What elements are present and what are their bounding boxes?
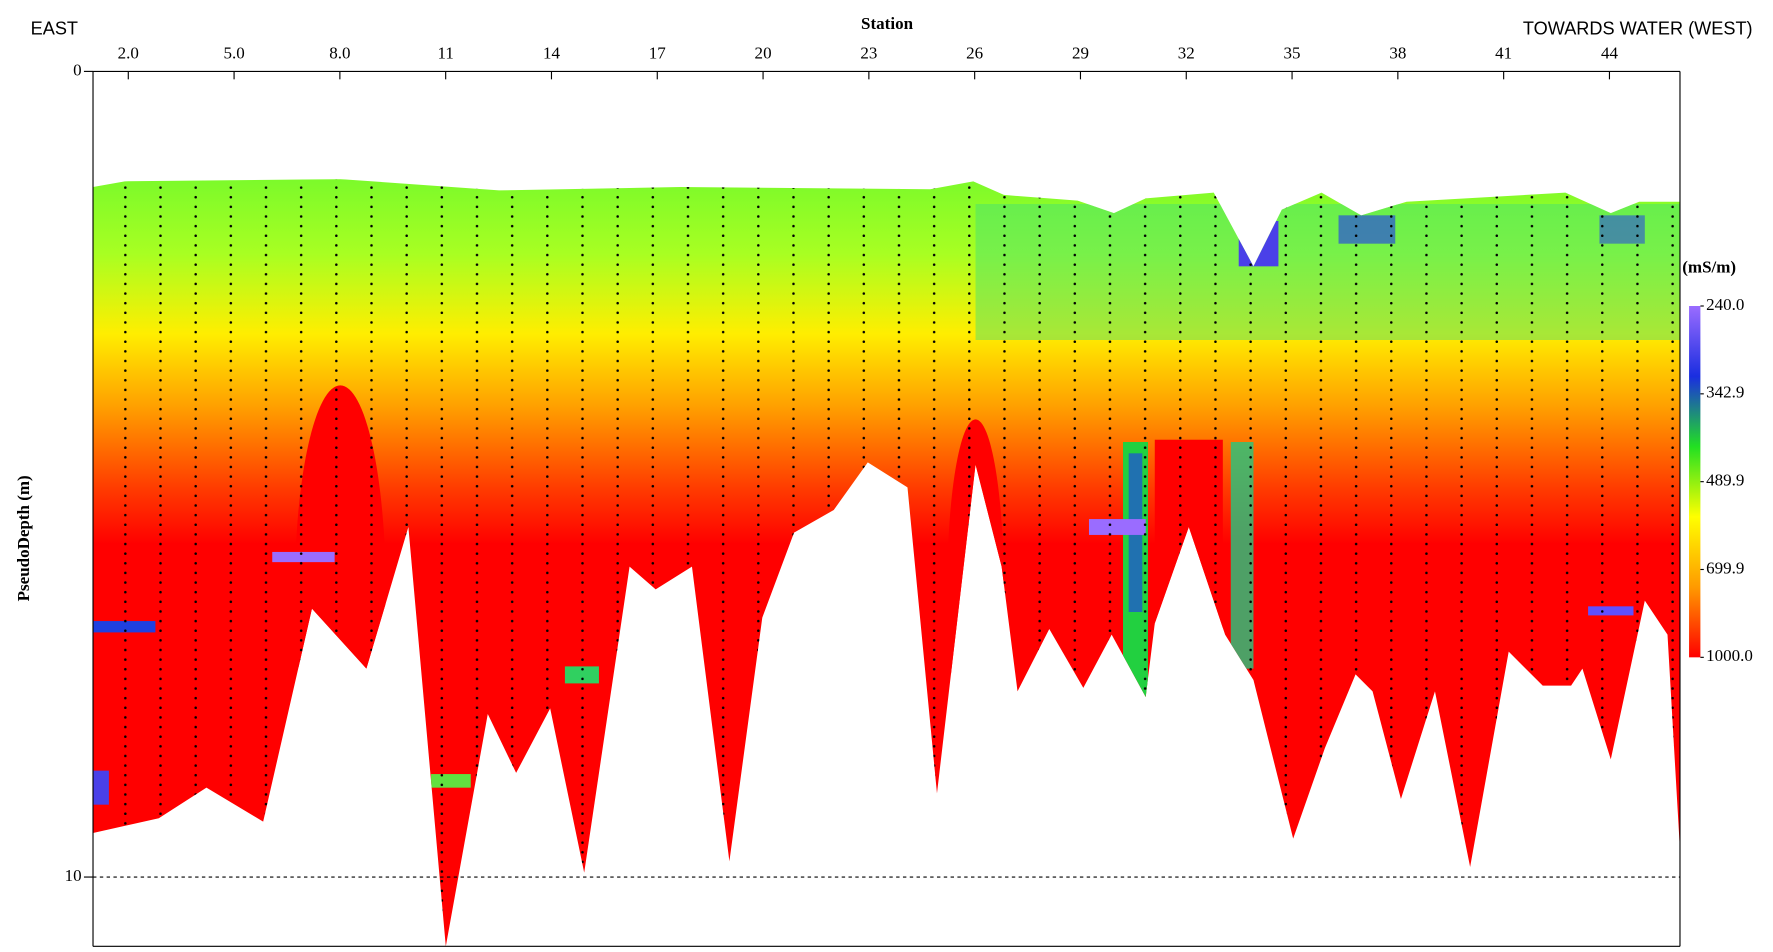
x-tick-label: 23 [860, 43, 877, 62]
x-tick-label: 44 [1601, 43, 1619, 62]
x-tick-label: 17 [649, 43, 667, 62]
x-tick-label: 35 [1284, 43, 1301, 62]
x-tick-label: 41 [1495, 43, 1512, 62]
colorbar-tick-label: 342.9 [1706, 383, 1744, 402]
colorbar-tick-label: 489.9 [1706, 471, 1744, 490]
right-heading: TOWARDS WATER (WEST) [1523, 18, 1753, 38]
left-heading: EAST [31, 18, 78, 38]
pseudosection [93, 179, 1680, 947]
y-tick-label: 10 [65, 866, 82, 885]
x-tick-label: 29 [1072, 43, 1089, 62]
colorbar [1689, 306, 1701, 658]
colorbar-tick-label: 699.9 [1706, 558, 1744, 577]
x-tick-label: 26 [966, 43, 983, 62]
x-tick-label: 5.0 [223, 43, 244, 62]
x-axis-title: Station [861, 14, 914, 33]
x-tick-label: 32 [1178, 43, 1195, 62]
x-tick-label: 14 [543, 43, 561, 62]
y-axis-title: PseudoDepth (m) [14, 475, 33, 601]
colorbar-tick-label: 1000.0 [1706, 646, 1753, 665]
x-tick-label: 8.0 [329, 43, 350, 62]
colorbar-title: (mS/m) [1682, 258, 1736, 277]
x-tick-label: 2.0 [118, 43, 139, 62]
colorbar-tick-label: 240.0 [1706, 295, 1744, 314]
x-tick-label: 11 [437, 43, 453, 62]
x-tick-label: 38 [1389, 43, 1406, 62]
x-tick-label: 20 [755, 43, 772, 62]
y-tick-label: 0 [73, 60, 82, 79]
